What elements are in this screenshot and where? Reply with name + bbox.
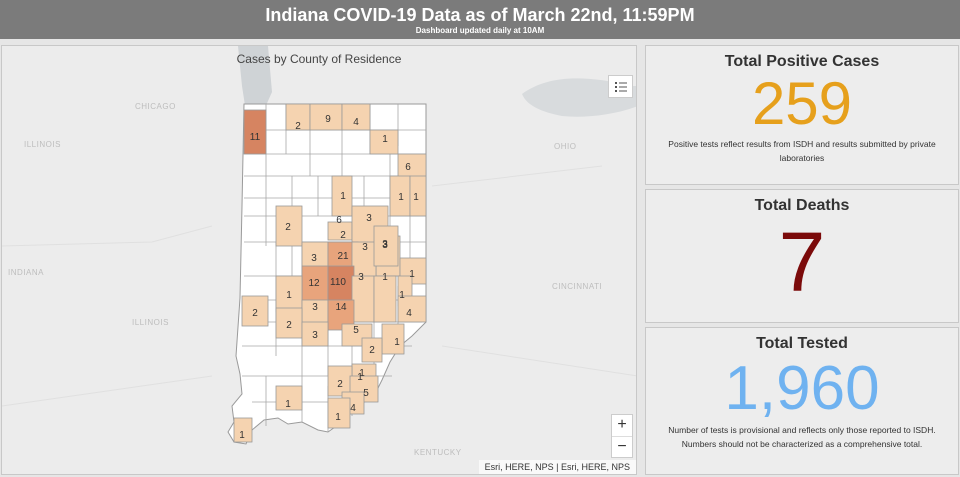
county-st-joseph[interactable] (309, 103, 343, 131)
county-count-label: 6 (405, 162, 411, 173)
county-count-label: 3 (358, 272, 364, 283)
county-rush[interactable] (373, 275, 397, 323)
county-count-label: 2 (285, 222, 291, 233)
total-tested-title: Total Tested (756, 335, 848, 352)
county-monroe[interactable] (301, 321, 329, 347)
county-count-label: 2 (369, 345, 375, 356)
total-deaths-value: 7 (778, 215, 826, 309)
total-deaths-panel: Total Deaths 7 (645, 189, 959, 323)
county-ripley[interactable] (381, 323, 405, 355)
county-vanderburgh[interactable] (233, 417, 253, 443)
total-positive-panel: Total Positive Cases 259 Positive tests … (645, 45, 959, 185)
county-count-label: 1 (335, 412, 341, 423)
county-count-label: 11 (250, 132, 261, 143)
county-harrison[interactable] (327, 397, 351, 429)
zoom-out-button[interactable]: − (612, 436, 632, 457)
county-count-label: 9 (325, 114, 331, 125)
county-count-label: 21 (337, 251, 349, 262)
county-count-label: 1 (286, 290, 292, 301)
county-vigo[interactable] (241, 295, 269, 327)
county-count-label: 3 (362, 242, 368, 253)
county-count-label: 2 (252, 308, 258, 319)
county-owen[interactable] (275, 307, 303, 339)
county-count-label: 1 (398, 192, 404, 203)
basemap-label: KENTUCKY (414, 448, 462, 457)
county-count-label: 1 (409, 269, 415, 280)
dashboard-subtitle: Dashboard updated daily at 10AM (415, 26, 545, 35)
county-jennings[interactable] (361, 337, 383, 363)
county-shapes (233, 103, 427, 443)
county-count-label: 1 (382, 272, 388, 283)
map-attribution: Esri, HERE, NPS | Esri, HERE, NPS (478, 460, 636, 474)
basemap-label: OHIO (554, 142, 577, 151)
zoom-in-button[interactable]: + (617, 416, 627, 433)
county-tippecanoe[interactable] (275, 205, 303, 247)
basemap-label: INDIANA (8, 268, 44, 277)
total-tested-panel: Total Tested 1,960 Number of tests is pr… (645, 327, 959, 475)
total-tested-value: 1,960 (724, 354, 880, 423)
total-positive-note: Positive tests reflect results from ISDH… (668, 139, 936, 163)
county-pike[interactable] (275, 385, 303, 411)
county-count-label: 2 (340, 230, 346, 241)
county-count-label: 1 (382, 134, 388, 145)
county-count-label: 1 (413, 192, 419, 203)
county-count-label: 1 (357, 372, 363, 383)
county-franklin[interactable] (397, 295, 427, 323)
county-count-label: 2 (286, 320, 292, 331)
county-grant[interactable] (331, 175, 353, 217)
county-count-label: 5 (353, 325, 359, 336)
dashboard-header: Indiana COVID-19 Data as of March 22nd, … (0, 0, 960, 39)
county-count-label: 3 (366, 213, 372, 224)
basemap-label: ILLINOIS (132, 318, 169, 327)
total-deaths-title: Total Deaths (754, 197, 850, 214)
county-count-label: 3 (382, 239, 388, 250)
county-count-label: 4 (406, 308, 412, 319)
county-count-label: 1 (239, 430, 245, 441)
county-count-label: 6 (336, 215, 342, 226)
county-count-label: 3 (382, 240, 388, 251)
county-count-label: 12 (308, 278, 320, 289)
county-count-label: 3 (311, 253, 317, 264)
county-map-panel[interactable]: CHICAGO ILLINOIS OHIO INDIANA CINCINNATI… (1, 45, 637, 475)
total-positive-title: Total Positive Cases (724, 53, 880, 70)
total-tested-note: Number of tests is provisional and refle… (668, 425, 936, 449)
county-porter[interactable] (285, 103, 311, 131)
dashboard-title: Indiana COVID-19 Data as of March 22nd, … (265, 5, 695, 25)
county-adams[interactable] (409, 175, 427, 217)
basemap-label: CINCINNATI (552, 282, 603, 291)
county-count-label: 1 (359, 368, 365, 379)
county-hendricks[interactable] (301, 265, 329, 303)
county-count-label: 2 (337, 379, 343, 390)
list-icon (615, 82, 627, 92)
zoom-control: + − (611, 414, 633, 458)
county-count-label: 3 (312, 330, 318, 341)
county-marion[interactable] (327, 265, 355, 303)
county-count-label: 110 (330, 277, 346, 288)
county-count-label: 14 (335, 302, 347, 313)
county-count-label: 4 (353, 117, 359, 128)
total-positive-value: 259 (751, 70, 853, 137)
county-randolph[interactable] (373, 225, 399, 267)
county-count-label: 5 (363, 388, 369, 399)
basemap-label: CHICAGO (135, 102, 176, 111)
county-count-label: 1 (285, 399, 291, 410)
county-count-label: 1 (399, 290, 405, 301)
county-count-label: 3 (312, 302, 318, 313)
county-count-label: 4 (350, 403, 356, 414)
county-lake[interactable] (243, 109, 267, 155)
basemap-label: ILLINOIS (24, 140, 61, 149)
county-count-label: 1 (340, 191, 346, 202)
county-count-label: 2 (295, 121, 301, 132)
legend-button[interactable] (608, 75, 633, 98)
county-steuben[interactable] (369, 129, 399, 155)
county-count-label: 1 (394, 337, 400, 348)
county-elkhart[interactable] (341, 103, 371, 131)
map-title: Cases by County of Residence (236, 52, 402, 66)
